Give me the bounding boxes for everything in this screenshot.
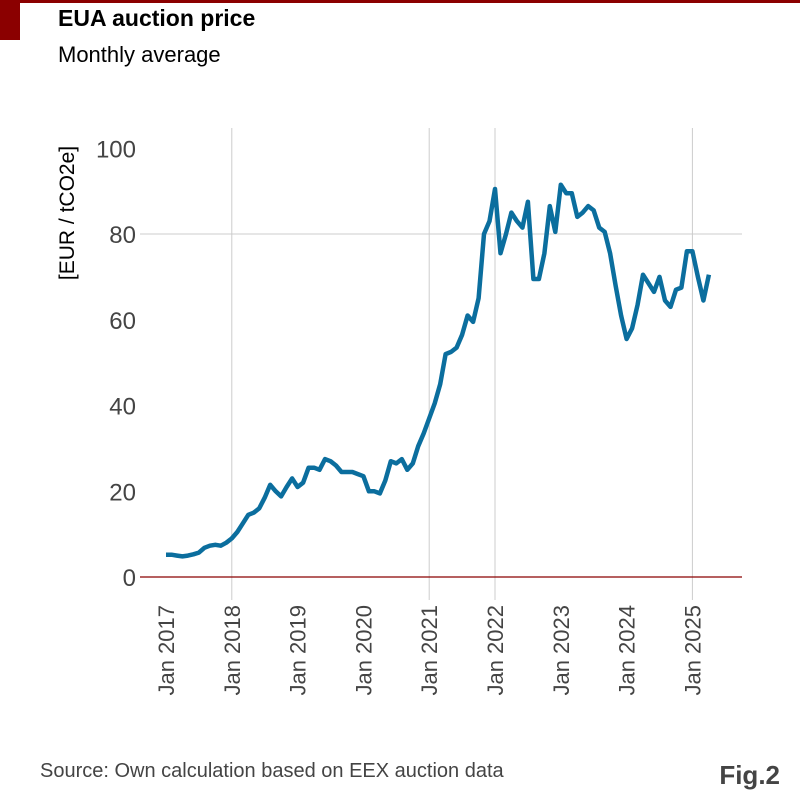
x-tick-label-jan-2021: Jan 2021 [417, 605, 442, 696]
source-note: Source: Own calculation based on EEX auc… [40, 760, 504, 782]
x-tick-label-jan-2020: Jan 2020 [351, 605, 376, 696]
y-tick-label-80: 80 [109, 222, 136, 249]
grid-lines [140, 128, 742, 600]
y-axis-ticks: 0 20 40 60 80 100 [96, 136, 136, 592]
corner-accent-block [0, 0, 20, 40]
chart-title: EUA auction price [58, 5, 256, 31]
chart-subtitle: Monthly average [58, 42, 221, 67]
x-tick-label-jan-2024: Jan 2024 [615, 605, 640, 696]
x-tick-label-jan-2025: Jan 2025 [680, 605, 705, 696]
x-tick-label-jan-2019: Jan 2019 [286, 605, 311, 696]
x-tick-label-jan-2023: Jan 2023 [549, 605, 574, 696]
y-tick-label-100: 100 [96, 136, 136, 163]
x-tick-label-jan-2022: Jan 2022 [483, 605, 508, 696]
y-tick-label-60: 60 [109, 308, 136, 335]
x-axis-ticks: Jan 2017 Jan 2018 Jan 2019 Jan 2020 Jan 2021… [154, 605, 705, 696]
x-tick-label-jan-2017: Jan 2017 [154, 605, 179, 696]
figure-label: Fig.2 [719, 760, 780, 790]
y-tick-label-0: 0 [123, 565, 136, 592]
series-line-eua-price [166, 182, 712, 559]
x-tick-label-jan-2018: Jan 2018 [220, 605, 245, 696]
top-accent-bar [0, 0, 800, 3]
y-tick-label-40: 40 [109, 394, 136, 421]
y-tick-label-20: 20 [109, 479, 136, 506]
